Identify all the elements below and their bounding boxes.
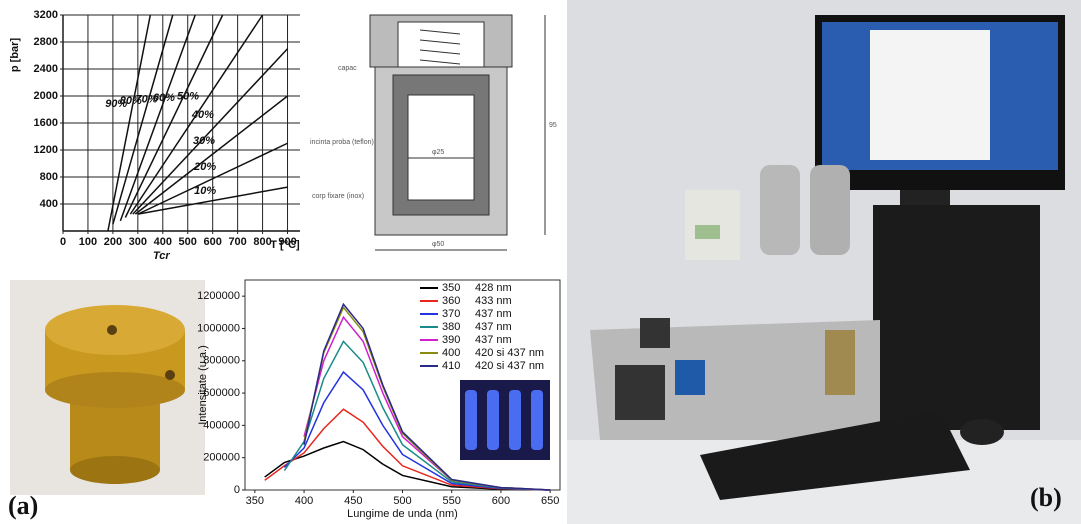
y-tick-label: 2400 — [34, 63, 58, 75]
x-tick-label: 800 — [253, 236, 271, 248]
x-axis-title: Lungime de unda (nm) — [347, 508, 458, 520]
legend-label: 400 — [442, 347, 460, 359]
y-tick-label: 0 — [234, 484, 240, 496]
x-tick-label: 500 — [393, 495, 411, 507]
x-tick-label: 500 — [179, 236, 197, 248]
y-tick-label: 2800 — [34, 36, 58, 48]
x-tick-label: 300 — [129, 236, 147, 248]
legend-label: 390 — [442, 334, 460, 346]
x-axis-title: T [°C] — [270, 239, 300, 251]
reactor — [825, 330, 855, 395]
legend-label: 437 nm — [475, 334, 512, 346]
figure: capac incinta proba (teflon) corp fixare… — [0, 0, 1081, 524]
series-line — [120, 15, 195, 221]
panel-label: (b) — [1030, 483, 1062, 512]
legend-label: 428 nm — [475, 282, 512, 294]
x-tick-label: 0 — [60, 236, 66, 248]
vessel-bottom — [70, 456, 160, 484]
x-tick-label: 400 — [295, 495, 313, 507]
legend-label: 437 nm — [475, 308, 512, 320]
legend-label: 380 — [442, 321, 460, 333]
label: incinta proba (teflon) — [310, 139, 374, 146]
legend-label: 433 nm — [475, 295, 512, 307]
window — [870, 30, 990, 160]
sample-chamber — [408, 95, 474, 200]
y-tick-label: 200000 — [203, 452, 240, 464]
y-tick-label: 1200 — [34, 144, 58, 156]
y-tick-label: 1200000 — [197, 290, 240, 302]
y-tick-label: 3200 — [34, 9, 58, 21]
panel-label: (a) — [8, 491, 38, 520]
temp-controller — [640, 318, 670, 348]
x-tick-label: 100 — [79, 236, 97, 248]
cross-section-diagram: capac incinta proba (teflon) corp fixare… — [310, 15, 557, 250]
cylinder — [760, 165, 800, 255]
vial — [487, 390, 499, 450]
annotation: Tcr — [153, 250, 170, 262]
cap-edge — [45, 372, 185, 408]
cylinder — [810, 165, 850, 255]
label: capac — [338, 65, 357, 72]
series-label: 20% — [193, 161, 216, 173]
y-tick-label: 400 — [40, 198, 58, 210]
x-tick-label: 400 — [154, 236, 172, 248]
hole — [107, 325, 117, 335]
label: φ25 — [432, 149, 444, 156]
label: φ50 — [432, 241, 444, 248]
hole — [165, 370, 175, 380]
x-tick-label: 550 — [443, 495, 461, 507]
legend-label: 360 — [442, 295, 460, 307]
legend-label: 420 si 437 nm — [475, 347, 544, 359]
label: corp fixare (inox) — [312, 193, 364, 200]
pump — [615, 365, 665, 420]
y-axis-title: Intensitate (u.a.) — [197, 345, 209, 425]
legend-label: 370 — [442, 308, 460, 320]
pc-tower — [873, 205, 1040, 430]
y-tick-label: 1600 — [34, 117, 58, 129]
mouse — [960, 419, 1004, 445]
x-tick-label: 700 — [228, 236, 246, 248]
x-tick-label: 350 — [246, 495, 264, 507]
x-tick-label: 450 — [344, 495, 362, 507]
series-label: 60% — [153, 92, 175, 104]
series-label: 30% — [193, 135, 215, 147]
legend-label: 437 nm — [475, 321, 512, 333]
vial — [531, 390, 543, 450]
x-tick-label: 200 — [104, 236, 122, 248]
y-tick-label: 1000000 — [197, 322, 240, 334]
vial — [509, 390, 521, 450]
setup-photo — [567, 0, 1081, 524]
legend-label: 410 — [442, 360, 460, 372]
label: 95 — [549, 122, 557, 129]
x-tick-label: 650 — [541, 495, 559, 507]
switch-box — [675, 360, 705, 395]
legend-label: 420 si 437 nm — [475, 360, 544, 372]
series-label: 10% — [194, 185, 216, 197]
vial — [465, 390, 477, 450]
cap-cavity — [398, 22, 484, 67]
y-tick-label: 800 — [40, 171, 58, 183]
y-axis-title: p [bar] — [9, 38, 21, 73]
vessel-photo — [10, 280, 205, 495]
controller-display — [695, 225, 720, 239]
x-tick-label: 600 — [204, 236, 222, 248]
series-label: 50% — [177, 91, 199, 103]
series-label: 40% — [191, 109, 214, 121]
y-tick-label: 2000 — [34, 90, 58, 102]
legend-label: 350 — [442, 282, 460, 294]
x-tick-label: 600 — [492, 495, 510, 507]
